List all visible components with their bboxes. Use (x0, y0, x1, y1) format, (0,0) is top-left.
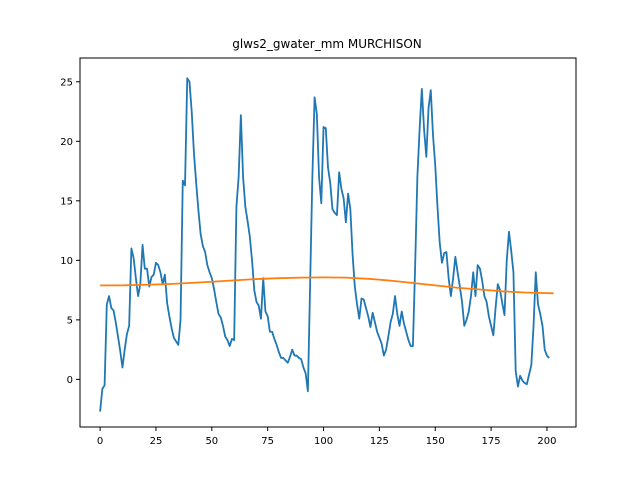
x-tick-label: 75 (261, 436, 274, 447)
plot-area (99, 77, 554, 412)
x-tick-label: 150 (426, 436, 445, 447)
series-line-1 (99, 77, 550, 412)
y-tick-label: 15 (60, 196, 73, 207)
y-tick-label: 5 (67, 315, 73, 326)
x-tick-label: 0 (97, 436, 103, 447)
x-tick-label: 50 (205, 436, 218, 447)
y-axis: 0 5 10 15 20 25 (60, 77, 80, 386)
y-tick-label: 10 (60, 256, 73, 267)
x-tick-label: 200 (537, 436, 556, 447)
y-tick-label: 20 (60, 137, 73, 148)
x-axis: 0 25 50 75 100 125 150 175 200 (97, 427, 557, 447)
x-tick-label: 100 (314, 436, 333, 447)
axes-frame (79, 57, 577, 428)
x-tick-label: 175 (482, 436, 501, 447)
y-tick-label: 0 (67, 375, 73, 386)
series-line-2 (100, 276, 554, 295)
y-tick-label: 25 (60, 77, 73, 88)
x-tick-label: 125 (370, 436, 389, 447)
chart-title: glws2_gwater_mm MURCHISON (232, 37, 422, 51)
x-tick-label: 25 (150, 436, 163, 447)
